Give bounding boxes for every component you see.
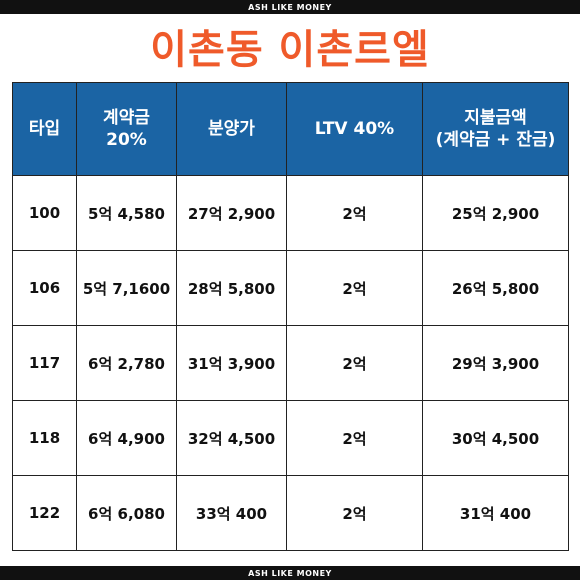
table-header-row: 타입 계약금 20% 분양가 LTV 40% 지불금액 (계약금 + 잔금): [12, 82, 569, 176]
header-deposit: 계약금 20%: [76, 82, 177, 176]
header-sale-price: 분양가: [176, 82, 287, 176]
page-title: 이촌동 이촌르엘: [150, 27, 430, 73]
cell-type: 117: [12, 325, 77, 401]
bottom-banner: ASH LIKE MONEY: [0, 566, 580, 580]
header-balance-line1: 지불금액: [464, 108, 527, 128]
cell-type: 118: [12, 400, 77, 476]
cell-balance: 29억 3,900: [422, 325, 569, 401]
header-deposit-line1: 계약금: [103, 108, 150, 128]
cell-ltv: 2억: [286, 475, 423, 551]
table-row: 118 6억 4,900 32억 4,500 2억 30억 4,500: [12, 400, 569, 476]
header-ltv: LTV 40%: [286, 82, 423, 176]
cell-sale-price: 32억 4,500: [176, 400, 287, 476]
cell-sale-price: 33억 400: [176, 475, 287, 551]
cell-balance: 26억 5,800: [422, 250, 569, 326]
cell-ltv: 2억: [286, 325, 423, 401]
table-row: 100 5억 4,580 27억 2,900 2억 25억 2,900: [12, 175, 569, 251]
cell-deposit: 5억 4,580: [76, 175, 177, 251]
cell-ltv: 2억: [286, 400, 423, 476]
table-row: 117 6억 2,780 31억 3,900 2억 29억 3,900: [12, 325, 569, 401]
cell-deposit: 5억 7,1600: [76, 250, 177, 326]
cell-ltv: 2억: [286, 175, 423, 251]
header-ltv-label: LTV 40%: [314, 119, 395, 139]
cell-sale-price: 31억 3,900: [176, 325, 287, 401]
cell-deposit: 6억 4,900: [76, 400, 177, 476]
header-type-label: 타입: [28, 119, 61, 139]
header-balance: 지불금액 (계약금 + 잔금): [422, 82, 569, 176]
header-balance-line2: (계약금 + 잔금): [435, 130, 556, 150]
cell-sale-price: 27억 2,900: [176, 175, 287, 251]
cell-balance: 25억 2,900: [422, 175, 569, 251]
cell-sale-price: 28억 5,800: [176, 250, 287, 326]
table-row: 122 6억 6,080 33억 400 2억 31억 400: [12, 475, 569, 551]
cell-type: 122: [12, 475, 77, 551]
cell-deposit: 6억 6,080: [76, 475, 177, 551]
cell-ltv: 2억: [286, 250, 423, 326]
cell-balance: 31억 400: [422, 475, 569, 551]
header-sale-price-label: 분양가: [208, 119, 255, 139]
cell-deposit: 6억 2,780: [76, 325, 177, 401]
table-row: 106 5억 7,1600 28억 5,800 2억 26억 5,800: [12, 250, 569, 326]
cell-type: 106: [12, 250, 77, 326]
top-banner: ASH LIKE MONEY: [0, 0, 580, 14]
cell-type: 100: [12, 175, 77, 251]
cell-balance: 30억 4,500: [422, 400, 569, 476]
price-table: 타입 계약금 20% 분양가 LTV 40% 지불금액 (계약금 + 잔금) 1…: [12, 82, 569, 551]
header-type: 타입: [12, 82, 77, 176]
header-deposit-line2: 20%: [106, 130, 147, 150]
